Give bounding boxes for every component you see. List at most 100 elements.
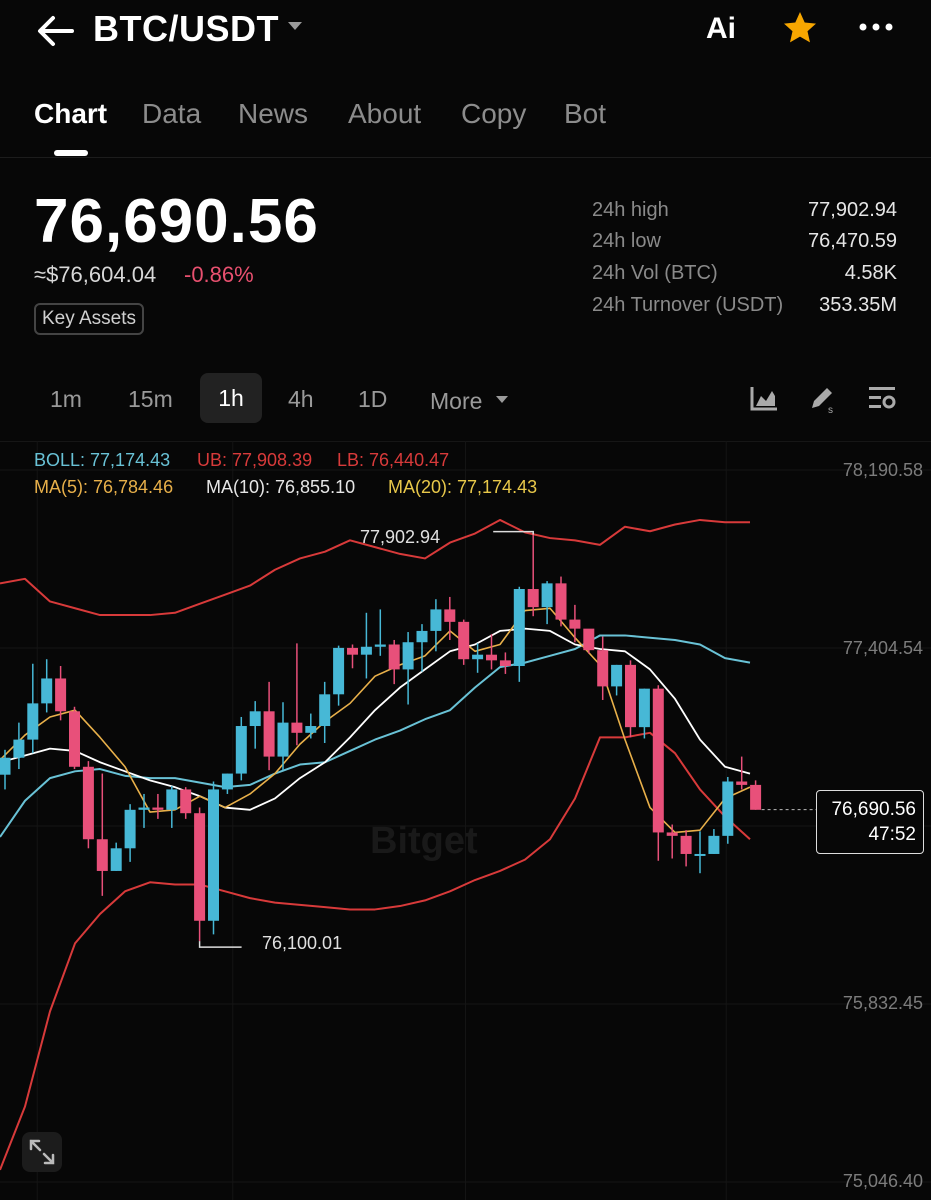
candle-body <box>388 644 400 670</box>
candle-body <box>0 757 11 775</box>
star-icon[interactable] <box>780 8 820 48</box>
candle-body <box>347 647 358 655</box>
interval-15m[interactable]: 15m <box>128 386 173 412</box>
tab-chart[interactable]: Chart <box>34 98 108 129</box>
high-marker-leader <box>493 530 534 535</box>
active-tab-indicator <box>54 150 88 156</box>
chevron-down-icon[interactable] <box>496 396 508 403</box>
tab-about[interactable]: About <box>348 98 422 129</box>
stat-label: 24h Turnover (USDT) <box>592 294 784 316</box>
draw-tool-icon[interactable]: s <box>806 382 838 414</box>
candle-body <box>291 722 303 733</box>
candle-body <box>472 654 484 660</box>
candle-body <box>194 813 206 921</box>
candle-body <box>486 654 497 661</box>
candle-countdown: 47:52 <box>868 824 916 845</box>
candle-body <box>750 784 762 810</box>
candle-body <box>152 807 164 810</box>
candle-body <box>597 650 609 687</box>
y-axis-label: 75,046.40 <box>842 1171 923 1191</box>
ma10-value: MA(10): 76,855.10 <box>206 477 356 497</box>
tab-copy[interactable]: Copy <box>461 98 527 129</box>
tab-bot[interactable]: Bot <box>564 98 607 129</box>
stat-value: 77,902.94 <box>808 199 897 221</box>
candle-body <box>569 619 581 629</box>
stat-value: 76,470.59 <box>808 230 897 252</box>
y-axis-label: 77,404.54 <box>842 638 923 658</box>
interval-4h[interactable]: 4h <box>288 386 314 412</box>
candle-body <box>305 726 317 733</box>
candle-body <box>527 589 539 608</box>
price-change: -0.86% <box>184 262 254 287</box>
stat-label: 24h high <box>592 199 669 221</box>
ai-button[interactable]: Ai <box>706 12 736 45</box>
chart-type-icon[interactable] <box>748 382 780 414</box>
low-marker: 76,100.01 <box>262 933 343 953</box>
candle-body <box>360 646 372 655</box>
candle-body <box>235 726 247 774</box>
candle-body <box>221 773 233 790</box>
ma5-value: MA(5): 76,784.46 <box>34 477 174 497</box>
back-arrow-icon[interactable] <box>36 14 76 48</box>
candle-body <box>694 853 706 856</box>
candlestick-chart[interactable]: Bitget <box>0 441 931 1200</box>
interval-more[interactable]: More <box>430 388 483 414</box>
candle-body <box>208 789 219 921</box>
candle-body <box>180 789 192 814</box>
candle-body <box>666 832 678 836</box>
candle-body <box>736 781 748 785</box>
svg-text:s: s <box>828 405 833 414</box>
candle-body <box>499 660 511 667</box>
candle-body <box>680 835 692 854</box>
interval-1h[interactable]: 1h <box>200 373 262 423</box>
chevron-down-icon[interactable] <box>288 22 302 30</box>
ma10-line <box>0 627 751 811</box>
interval-1d[interactable]: 1D <box>358 386 388 412</box>
candle-body <box>82 766 94 840</box>
tab-news[interactable]: News <box>238 98 309 129</box>
last-price-label: 76,690.56 <box>831 799 916 820</box>
candle-body <box>166 789 178 810</box>
candle-body <box>708 835 720 854</box>
candle-body <box>625 664 636 728</box>
candle-body <box>69 711 80 767</box>
tab-data[interactable]: Data <box>142 98 202 129</box>
candle-body <box>96 839 108 871</box>
indicator-settings-icon[interactable] <box>866 382 898 414</box>
candle-body <box>27 703 39 740</box>
watermark: Bitget <box>370 820 478 862</box>
candle-body <box>722 781 734 836</box>
stat-value: 4.58K <box>844 262 897 284</box>
candle-body <box>110 848 122 871</box>
stat-value: 353.35M <box>819 294 897 316</box>
ub-value: UB: 77,908.39 <box>197 450 313 470</box>
last-price-box[interactable] <box>816 790 924 854</box>
candle-body <box>138 807 150 810</box>
more-dots-icon[interactable] <box>856 12 896 42</box>
candle-body <box>416 630 428 643</box>
boll-lower-band <box>0 731 751 1171</box>
candle-body <box>333 647 345 695</box>
candle-body <box>638 688 650 728</box>
interval-1m[interactable]: 1m <box>50 386 82 412</box>
candle-body <box>541 583 553 608</box>
candle-body <box>430 609 442 631</box>
candle-body <box>55 678 67 712</box>
fullscreen-button[interactable] <box>22 1132 62 1172</box>
expand-icon <box>29 1139 55 1165</box>
candle-body <box>611 664 623 687</box>
candle-body <box>13 739 25 758</box>
pair-title[interactable]: BTC/USDT <box>93 8 279 49</box>
boll-middle-line <box>0 634 751 838</box>
candle-body <box>124 809 136 849</box>
price-usd: ≈$76,604.04 <box>34 262 157 287</box>
y-axis-label: 78,190.58 <box>842 460 923 480</box>
key-assets-badge[interactable]: Key Assets <box>34 303 144 335</box>
divider <box>0 157 931 158</box>
high-marker: 77,902.94 <box>360 527 441 547</box>
lb-value: LB: 76,440.47 <box>337 450 450 470</box>
candle-body <box>41 678 53 704</box>
candle-body <box>555 583 567 620</box>
candle-body <box>249 711 261 727</box>
low-marker-leader <box>198 941 242 948</box>
